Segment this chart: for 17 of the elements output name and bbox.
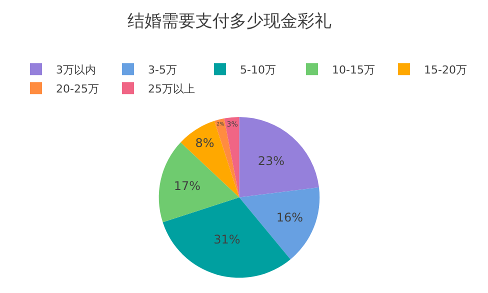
data-label: 31% — [214, 232, 240, 247]
data-label: 23% — [258, 154, 285, 168]
pie-slice — [239, 117, 319, 198]
pie-slice — [224, 117, 240, 198]
data-label: 17% — [174, 178, 201, 193]
chart-title: 结婚需要支付多少现金彩礼 — [127, 11, 332, 32]
legend-label: 25万以上 — [148, 82, 195, 96]
legend-label: 20-25万 — [56, 82, 99, 96]
legend-label: 5-10万 — [240, 63, 276, 76]
pie-slice — [214, 118, 240, 198]
data-label: 16% — [276, 210, 304, 224]
legend-label: 15-20万 — [424, 63, 467, 76]
legend-label: 3-5万 — [148, 63, 177, 76]
pie-slice — [239, 187, 320, 260]
data-label: 8% — [195, 136, 214, 150]
legend-label: 10-15万 — [332, 63, 375, 76]
legend-label: 3万以内 — [56, 63, 96, 76]
